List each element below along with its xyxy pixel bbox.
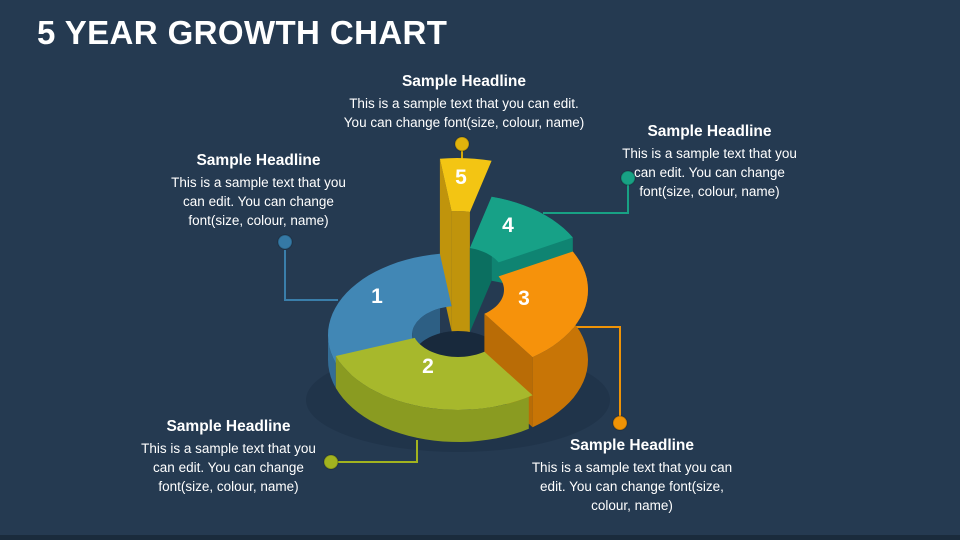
callout-right: Sample Headline This is a sample text th… (592, 122, 827, 201)
segment-labels: 5 4 1 3 2 (371, 166, 530, 378)
connector-segment-3 (563, 326, 628, 431)
connector-segment-4 (543, 170, 636, 214)
callout-headline: Sample Headline (569, 437, 695, 454)
callout-text-line: can edit. You can change (183, 194, 334, 209)
callout-text-line: font(size, colour, name) (158, 479, 299, 494)
callout-text-line: colour, name) (591, 498, 673, 513)
footer-accent-bar (0, 535, 960, 540)
callout-top: Sample Headline This is a sample text th… (299, 72, 629, 132)
callout-text-line: font(size, colour, name) (188, 213, 329, 228)
segment-2-number-label: 2 (422, 355, 434, 378)
callout-headline: Sample Headline (196, 152, 321, 169)
segment-5-number-label: 5 (455, 166, 467, 189)
segment-1-number-label: 1 (371, 285, 383, 308)
callout-text-line: can edit. You can change (153, 460, 304, 475)
connector-line (338, 440, 418, 463)
callout-text-line: This is a sample text that you (622, 146, 797, 161)
connector-dot (612, 415, 628, 431)
connector-segment-1 (277, 234, 338, 301)
callout-headline: Sample Headline (166, 418, 291, 435)
callout-text-line: This is a sample text that you (141, 441, 316, 456)
callout-text-line: This is a sample text that you can (531, 460, 733, 475)
segment-4-number-label: 4 (502, 214, 514, 237)
connector-segment-2 (323, 440, 418, 470)
connector-dot (454, 136, 470, 152)
callout-text-line: This is a sample text that you (171, 175, 346, 190)
donut-segments (328, 158, 588, 442)
page-title: 5 YEAR GROWTH CHART (37, 14, 448, 51)
callout-bottom-right: Sample Headline This is a sample text th… (497, 436, 767, 515)
callout-left: Sample Headline This is a sample text th… (141, 151, 376, 230)
segment-1-outer-face (328, 335, 336, 388)
connector-line (543, 184, 629, 214)
segment-3-top-face (484, 251, 588, 358)
segment-5-inner-face (451, 211, 470, 332)
callout-text-line: edit. You can change font(size, (540, 479, 724, 494)
callout-text-line: can edit. You can change (634, 165, 785, 180)
connector-line (284, 250, 338, 301)
callout-text-line: font(size, colour, name) (639, 184, 780, 199)
connector-line (563, 326, 621, 417)
segment-2-outer-face (335, 356, 529, 442)
segment-4-top-face (469, 196, 573, 263)
callout-headline: Sample Headline (647, 123, 772, 140)
connector-dot (323, 454, 339, 470)
connector-dot (620, 170, 636, 186)
connector-dot (277, 234, 293, 250)
callout-headline: Sample Headline (401, 73, 527, 90)
segment-5-top-face (439, 158, 492, 212)
callout-text-line: You can change font(size, colour, name) (343, 115, 585, 130)
segment-1-top-face (328, 253, 452, 363)
segment-3-number-label: 3 (518, 287, 530, 310)
callout-bottom-left: Sample Headline This is a sample text th… (111, 417, 346, 496)
segment-1-inner-face (412, 308, 440, 358)
callout-text-line: This is a sample text that you can edit. (349, 96, 579, 111)
segment-2-top-face (335, 337, 533, 410)
